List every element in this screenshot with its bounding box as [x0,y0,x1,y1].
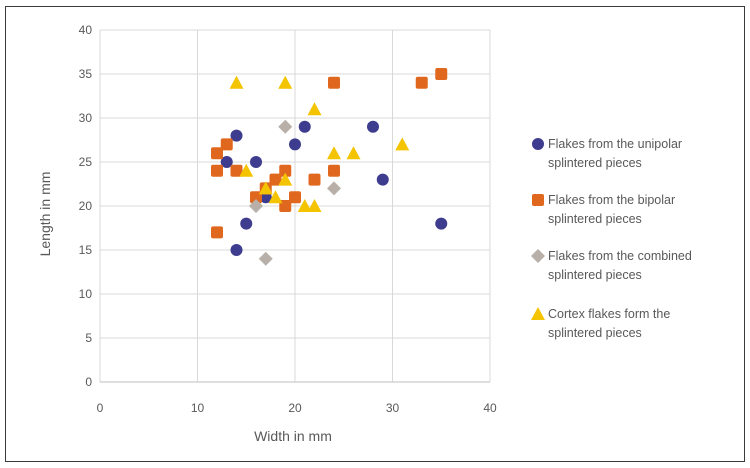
data-point-series-1 [367,120,379,133]
data-points [211,68,448,266]
y-tick-label: 0 [85,375,92,389]
data-point-series-2 [328,164,340,177]
data-point-series-3 [258,251,273,266]
data-point-series-1 [230,244,243,256]
x-axis-title: Width in mm [254,428,332,444]
y-tick-label: 30 [79,111,93,125]
data-point-series-4 [307,102,322,116]
axes: 0 5 10 15 20 25 30 35 40 0 10 20 30 40 [79,23,497,415]
x-tick-label: 10 [191,401,205,415]
data-point-series-4 [395,137,410,151]
legend-marker-4 [531,307,545,320]
data-point-series-1 [230,129,243,142]
data-point-series-1 [376,173,389,186]
x-tick-label: 20 [288,401,302,415]
chart-frame [5,6,745,462]
y-tick-label: 5 [85,331,92,345]
grid [99,29,491,383]
legend-label-4: Cortex flakes form the splintered pieces [548,307,670,340]
data-point-series-2 [328,76,340,89]
data-point-series-3 [327,181,341,196]
data-point-series-4 [239,163,254,177]
y-tick-label: 15 [79,243,93,257]
y-axis-title: Length in mm [37,172,53,257]
legend-marker-1 [532,138,544,150]
data-point-series-2 [279,164,292,177]
data-point-series-3 [249,199,263,213]
y-tick-label: 20 [79,199,93,213]
y-tick-label: 25 [79,155,93,169]
data-point-series-2 [211,164,223,177]
legend-marker-3 [531,249,545,263]
legend-marker-2 [532,194,544,206]
data-point-series-1 [298,120,311,133]
data-point-series-4 [307,199,322,212]
data-point-series-4 [268,190,283,204]
data-point-series-4 [297,199,312,212]
data-point-series-2 [308,173,321,186]
legend-label-3: Flakes from the combined splintered piece… [548,249,692,282]
y-tick-label: 40 [79,23,93,37]
data-point-series-4 [346,146,361,160]
data-point-series-2 [230,164,243,177]
data-point-series-4 [278,172,293,186]
y-tick-label: 10 [79,287,93,301]
data-point-series-4 [258,181,273,195]
data-point-series-2 [211,226,223,239]
x-tick-label: 0 [97,401,104,415]
legend-label-1: Flakes from the unipolar splintered piece… [548,137,682,170]
legend-label-2: Flakes from the bipolar splintered pieces [548,193,675,226]
data-point-series-4 [278,75,293,89]
data-point-series-1 [289,138,301,151]
data-point-series-2 [289,191,301,204]
data-point-series-2 [415,76,428,89]
x-tick-label: 40 [483,401,497,415]
data-point-series-2 [220,138,233,151]
data-point-series-2 [435,68,448,80]
data-point-series-1 [435,217,448,230]
legend: Flakes from the unipolar splintered piece… [531,137,692,340]
data-point-series-1 [220,156,233,168]
data-point-series-3 [278,119,293,134]
x-tick-label: 30 [386,401,400,415]
data-point-series-4 [327,146,341,160]
data-point-series-2 [211,147,223,160]
data-point-series-1 [240,217,253,230]
data-point-series-4 [229,75,244,89]
y-tick-label: 35 [79,67,93,81]
data-point-series-2 [269,173,282,186]
data-point-series-1 [250,156,262,168]
